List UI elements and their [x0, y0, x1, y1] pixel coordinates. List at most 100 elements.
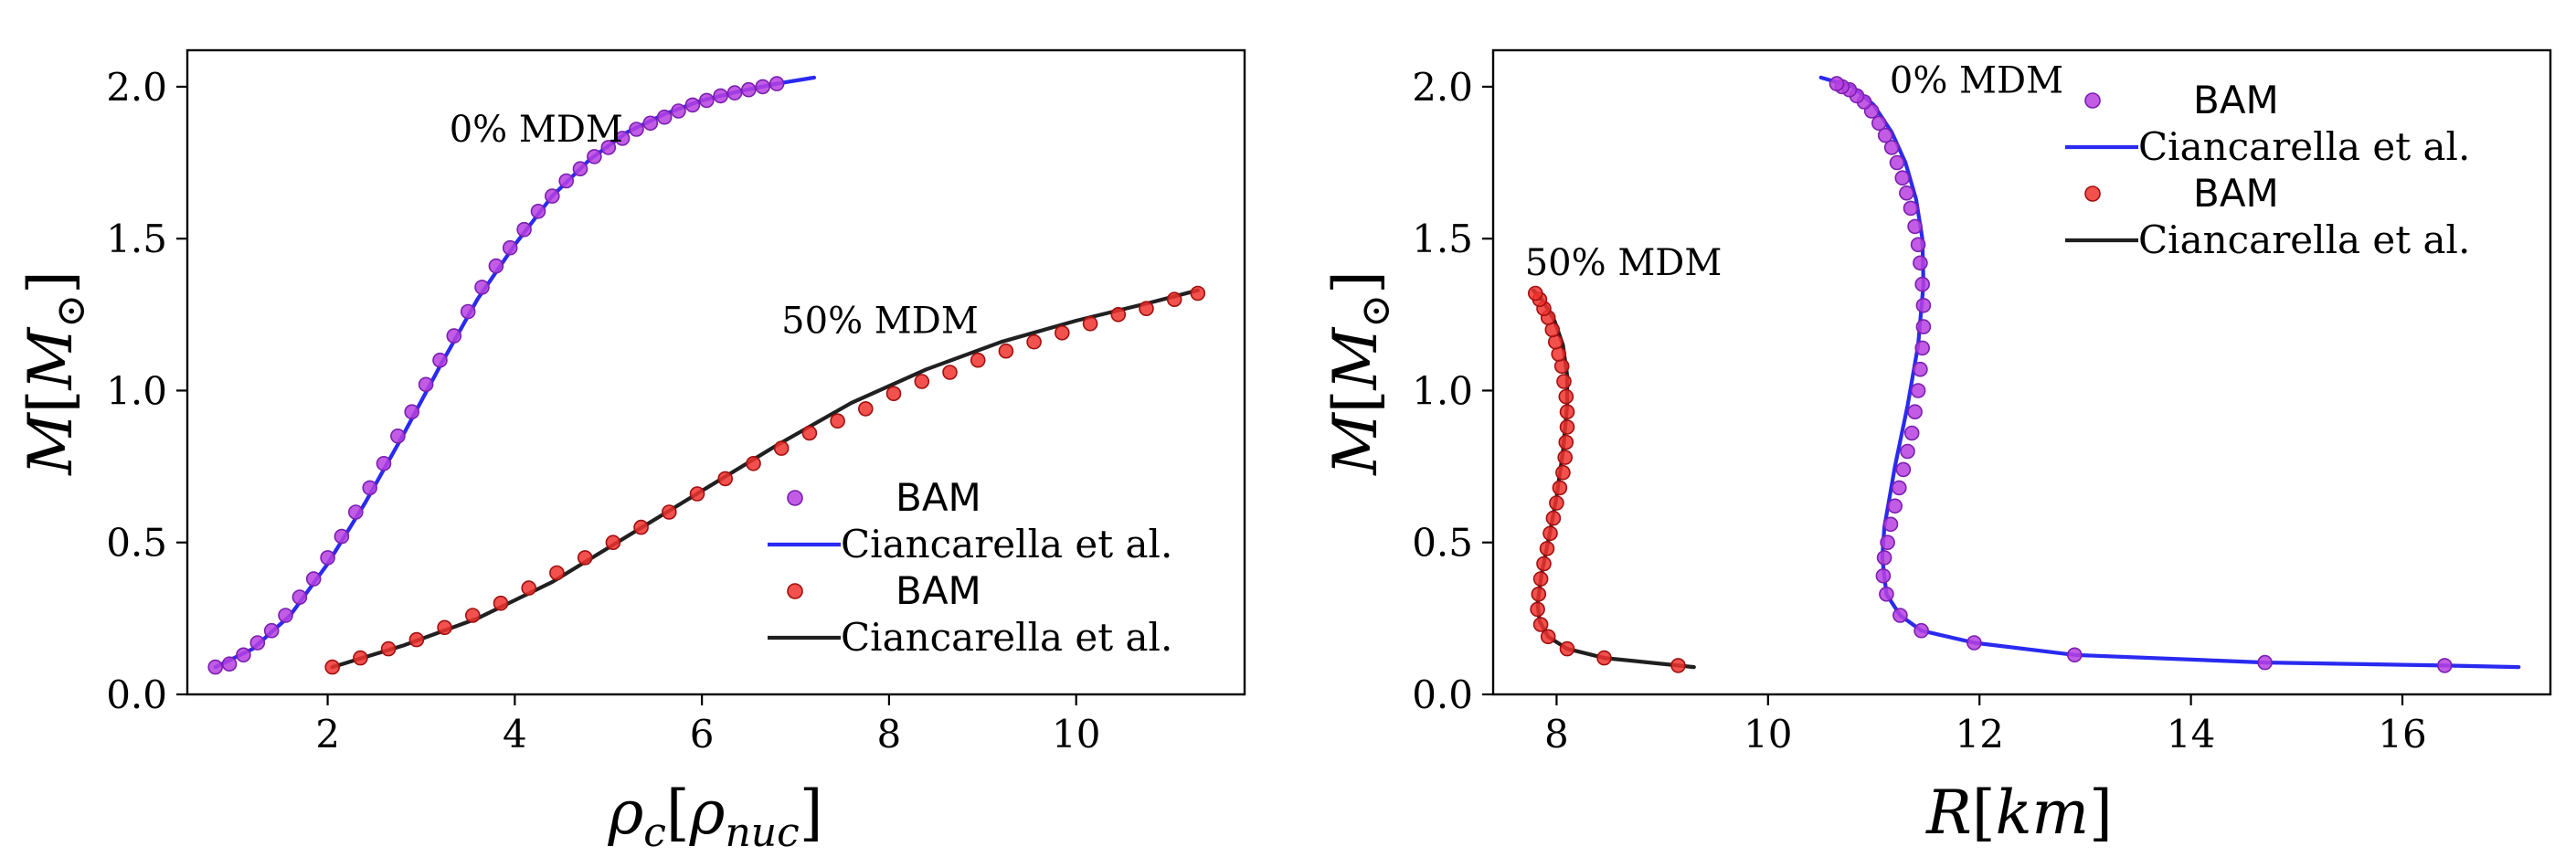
right-point-bam_0	[1915, 319, 1932, 334]
left-point-bam_0	[656, 109, 673, 125]
left-point-bam_50	[353, 650, 368, 666]
right-annotations: 0% MDM 50% MDM	[1525, 60, 2063, 285]
left-point-bam_50	[1139, 301, 1154, 317]
right-point-bam_0	[1894, 170, 1911, 185]
left-point-bam_0	[460, 303, 476, 320]
right-point-bam_0	[1899, 185, 1914, 201]
right-point-bam_50	[1532, 571, 1549, 587]
right-point-bam_0	[1910, 237, 1926, 253]
left-point-bam_0	[390, 428, 406, 444]
left-xtick-label: 10	[1052, 712, 1100, 757]
right-point-bam_0	[2067, 647, 2083, 663]
right-point-bam_50	[1556, 374, 1572, 389]
left-point-bam_0	[292, 589, 308, 605]
right-point-bam_50	[1532, 617, 1549, 632]
left-xtick-label: 6	[690, 712, 715, 757]
left-point-bam_50	[857, 401, 874, 417]
right-point-bam_50	[1670, 658, 1686, 673]
right-point-bam_50	[1531, 586, 1547, 602]
left-ytick-label: 1.0	[106, 368, 167, 413]
left-point-bam_0	[713, 88, 728, 104]
right-point-bam_0	[1903, 425, 1920, 441]
left-point-bam_0	[236, 647, 251, 663]
left-point-bam_50	[577, 550, 593, 566]
left-point-bam_0	[755, 79, 771, 95]
left-point-bam_0	[684, 97, 701, 113]
right-point-bam_0	[1915, 297, 1932, 313]
left-point-bam_0	[614, 131, 631, 146]
right-point-bam_0	[1871, 115, 1887, 132]
right-point-bam_50	[1540, 629, 1556, 645]
left-xlabel: ρc[ρnuc]	[607, 778, 822, 856]
left-axes-frame	[186, 48, 1246, 696]
left-annotations: 0% MDM 50% MDM	[450, 109, 979, 343]
left-point-bam_0	[516, 221, 532, 238]
right-point-bam_0	[1883, 140, 1900, 155]
left-ytick-label: 0.0	[106, 672, 167, 717]
left-point-bam_50	[830, 413, 845, 429]
left-point-bam_0	[629, 122, 644, 137]
right-ytick-label: 0.0	[1412, 672, 1473, 717]
right-ytick-label: 0.5	[1412, 521, 1473, 566]
left-point-bam_50	[801, 425, 818, 441]
right-point-bam_50	[1549, 495, 1564, 511]
left-point-bam_0	[305, 571, 322, 587]
left-legend-marker	[787, 490, 803, 506]
right-point-bam_0	[1887, 498, 1903, 514]
left-point-bam_0	[544, 188, 560, 204]
left-point-bam_50	[1190, 285, 1206, 302]
right-point-bam_0	[1877, 127, 1893, 143]
right-plot-area	[1528, 75, 2521, 673]
left-point-bam_0	[334, 528, 350, 545]
left-point-bam_50	[464, 608, 481, 623]
left-point-bam_0	[572, 161, 588, 176]
right-point-bam_50	[1559, 404, 1575, 420]
left-ytick-label: 0.5	[106, 521, 167, 566]
right-point-bam_0	[1966, 635, 1982, 651]
right-annotation: 50% MDM	[1525, 242, 1723, 284]
right-point-bam_50	[1557, 450, 1573, 465]
left-point-bam_50	[1055, 324, 1070, 341]
right-ytick-label: 1.5	[1412, 217, 1473, 261]
left-point-bam_0	[207, 659, 223, 675]
right-point-bam_50	[1558, 388, 1574, 405]
right-xtick-label: 14	[2167, 712, 2215, 757]
left-point-bam_50	[717, 471, 734, 487]
right-point-bam_0	[1914, 340, 1930, 356]
left-point-bam_50	[633, 519, 649, 535]
right-legend-label: BAM	[2193, 171, 2279, 216]
left-point-bam_0	[642, 115, 659, 132]
left-point-bam_0	[474, 280, 490, 295]
left-point-bam_0	[362, 480, 378, 496]
left-legend-label: Ciancarella et al.	[841, 522, 1172, 566]
left-point-bam_50	[914, 374, 930, 389]
right-legend-marker	[2084, 185, 2101, 202]
left-point-bam_50	[998, 343, 1014, 359]
right-point-bam_50	[1528, 285, 1543, 302]
left-point-bam_50	[970, 352, 986, 368]
right-xtick-label: 8	[1544, 712, 1569, 757]
right-legend-label: BAM	[2193, 78, 2279, 122]
right-point-bam_50	[1558, 434, 1574, 450]
left-point-bam_50	[746, 455, 761, 471]
right-point-bam_0	[1913, 361, 1928, 377]
left-point-bam_0	[347, 504, 364, 520]
left-point-bam_50	[1082, 315, 1098, 332]
right-xtick-label: 16	[2378, 712, 2426, 757]
left-point-bam_0	[671, 103, 686, 119]
left-annotation: 0% MDM	[450, 109, 623, 151]
left-point-bam_50	[942, 365, 958, 380]
right-point-bam_0	[1875, 567, 1892, 584]
left-point-bam_50	[1110, 306, 1127, 323]
right-legend-label: Ciancarella et al.	[2138, 124, 2470, 169]
left-ylabel: M[M⊙]	[16, 270, 94, 476]
right-point-bam_50	[1555, 464, 1571, 481]
left-plot-area	[207, 75, 1206, 675]
left-point-bam_50	[324, 659, 341, 675]
right-point-bam_0	[1889, 154, 1905, 171]
left-point-bam_0	[587, 149, 602, 164]
left-point-bam_50	[521, 580, 537, 596]
left-point-bam_0	[726, 85, 743, 101]
